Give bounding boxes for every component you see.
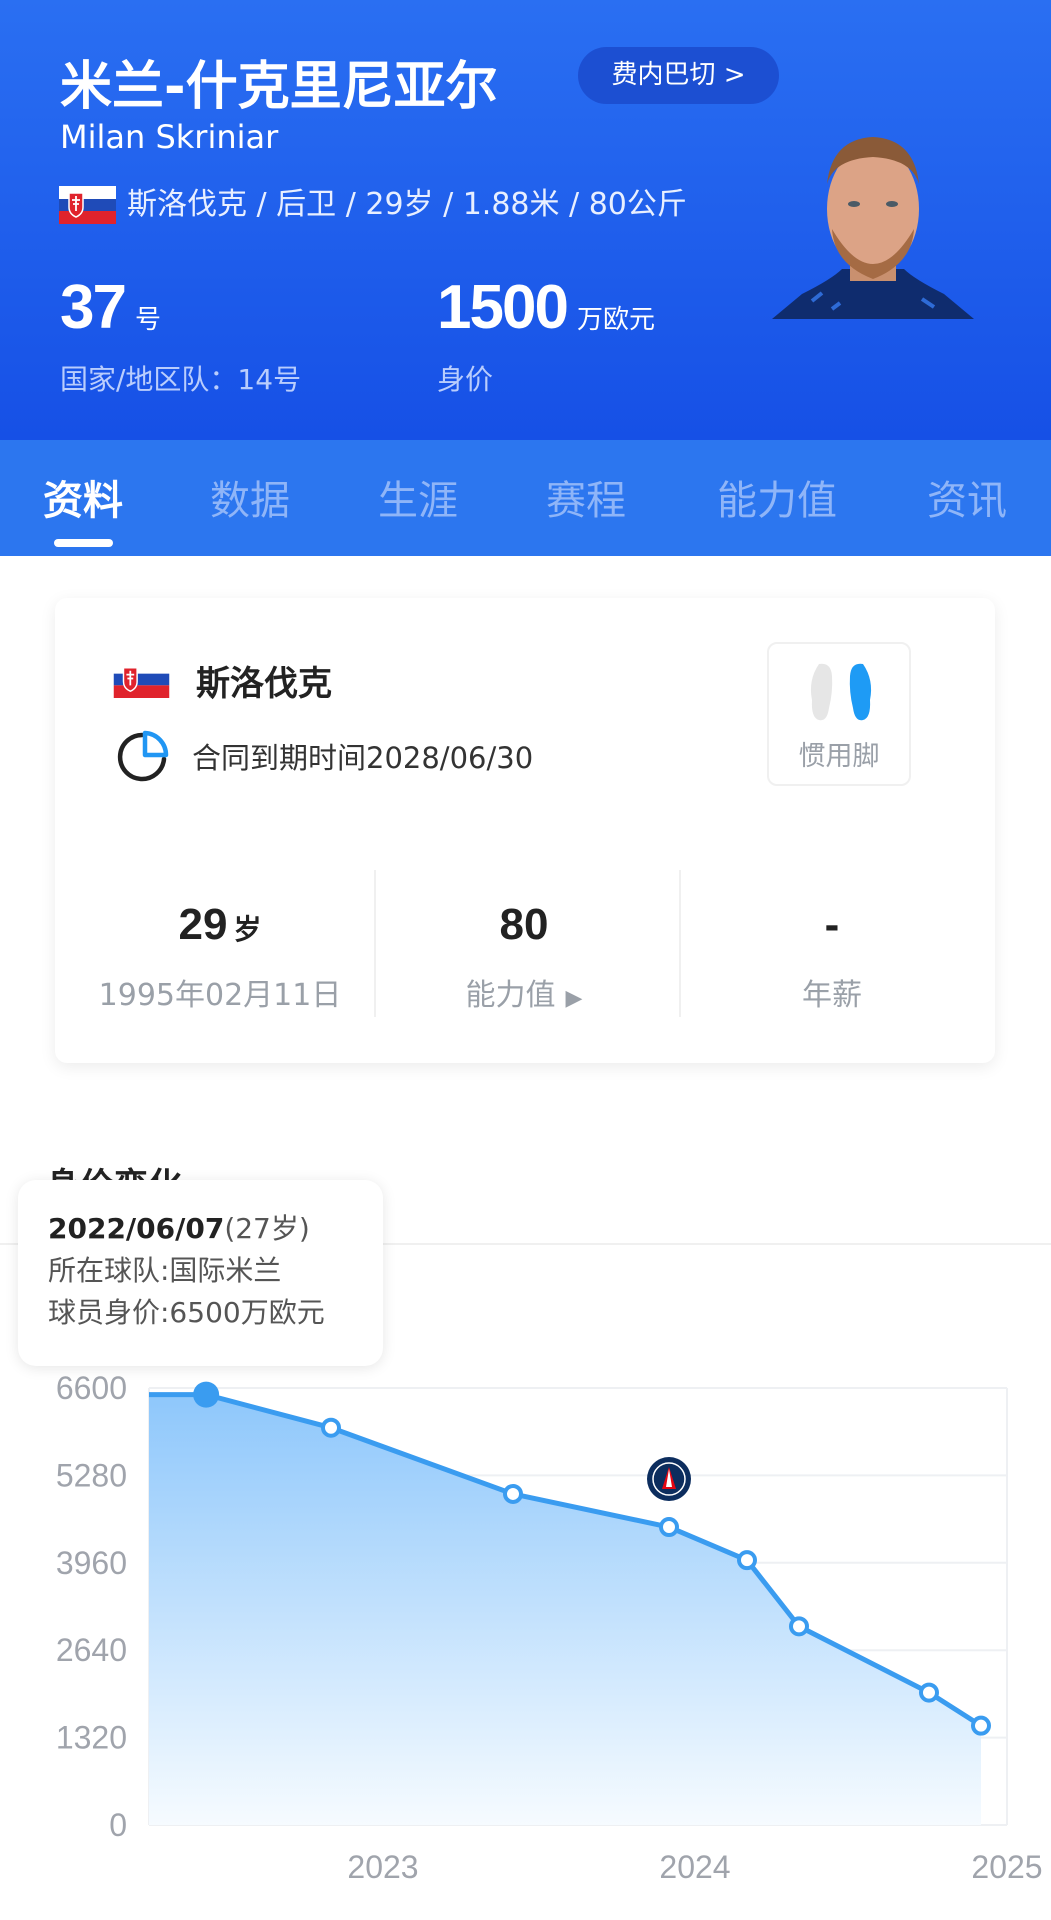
tab-career[interactable]: 生涯 [378,478,458,524]
stat-ability[interactable]: 80 能力值 ▶ [374,900,674,1014]
data-point[interactable] [789,1616,809,1637]
tab-schedule[interactable]: 赛程 [546,478,626,524]
data-point[interactable] [659,1517,679,1538]
tab-bar: 资料 数据 生涯 赛程 能力值 资讯 [0,440,1051,556]
stat-salary: - 年薪 [682,900,982,1014]
y-tick-label: 2640 [56,1632,127,1668]
profile-card [55,598,995,1063]
tab-profile[interactable]: 资料 [43,478,123,524]
section-divider [0,1243,1051,1245]
player-name-cn: 米兰-什克里尼亚尔 [60,57,498,117]
ability-value: 80 [499,900,549,949]
data-point[interactable] [919,1682,939,1703]
active-tab-indicator [54,539,113,547]
contract-expiry: 合同到期时间2028/06/30 [192,741,534,775]
x-tick-label: 2024 [659,1849,730,1885]
data-point[interactable] [737,1550,757,1571]
market-value: 1500 万欧元 [437,272,655,343]
birth-date: 1995年02月11日 [98,978,342,1013]
tooltip-date: 2022/06/07 [48,1212,225,1245]
salary-value: - [824,900,840,949]
shirt-number-value: 37 [60,273,127,342]
data-point-selected[interactable] [193,1381,220,1408]
ability-label: 能力值 [465,978,556,1013]
preferred-foot-label: 惯用脚 [798,741,880,772]
y-tick-label: 6600 [56,1370,127,1406]
y-tick-label: 0 [109,1807,127,1843]
player-info: 斯洛伐克 / 后卫 / 29岁 / 1.88米 / 80公斤 [127,187,687,222]
y-tick-label: 5280 [56,1457,127,1493]
stat-divider [679,870,681,1017]
tooltip-team: 所在球队:国际米兰 [48,1254,282,1287]
y-tick-label: 3960 [56,1545,127,1581]
feet-icon [810,663,872,721]
chart-tooltip: 2022/06/07(27岁) 所在球队:国际米兰 球员身价:6500万欧元 [18,1180,383,1366]
shirt-number: 37 号 [60,272,161,343]
preferred-foot-box: 惯用脚 [767,642,911,786]
caret-right-icon: ▶ [565,986,583,1011]
psg-logo-icon [647,1457,691,1502]
x-tick-label: 2025 [971,1849,1042,1885]
x-tick-label: 2023 [347,1849,418,1885]
stat-divider [374,870,376,1017]
stat-age: 29 岁 1995年02月11日 [70,900,370,1014]
market-value-label: 身价 [437,363,494,396]
tooltip-age: (27岁) [224,1212,310,1245]
tab-ability[interactable]: 能力值 [717,478,837,524]
tooltip-value: 球员身价:6500万欧元 [48,1296,325,1329]
data-point[interactable] [971,1715,991,1736]
value-area [149,1394,981,1825]
tab-news[interactable]: 资讯 [927,478,1007,524]
slovakia-flag-icon [59,186,116,224]
age-unit: 岁 [233,914,262,945]
market-value-number: 1500 [437,273,569,342]
card-country: 斯洛伐克 [196,664,332,704]
current-team-button[interactable]: 费内巴切 > [578,47,779,104]
slovakia-flag-icon [113,661,170,698]
player-photo [772,137,974,319]
data-point[interactable] [503,1483,523,1504]
tab-data[interactable]: 数据 [210,478,290,524]
shirt-number-unit: 号 [134,305,161,335]
market-value-unit: 万欧元 [576,305,655,335]
national-team-number: 国家/地区队：14号 [60,363,302,396]
y-tick-label: 1320 [56,1720,127,1756]
player-name-en: Milan Skriniar [60,118,279,156]
salary-label: 年薪 [802,978,862,1013]
contract-clock-icon [117,730,169,782]
data-point[interactable] [321,1417,341,1438]
age-value: 29 [178,900,228,949]
